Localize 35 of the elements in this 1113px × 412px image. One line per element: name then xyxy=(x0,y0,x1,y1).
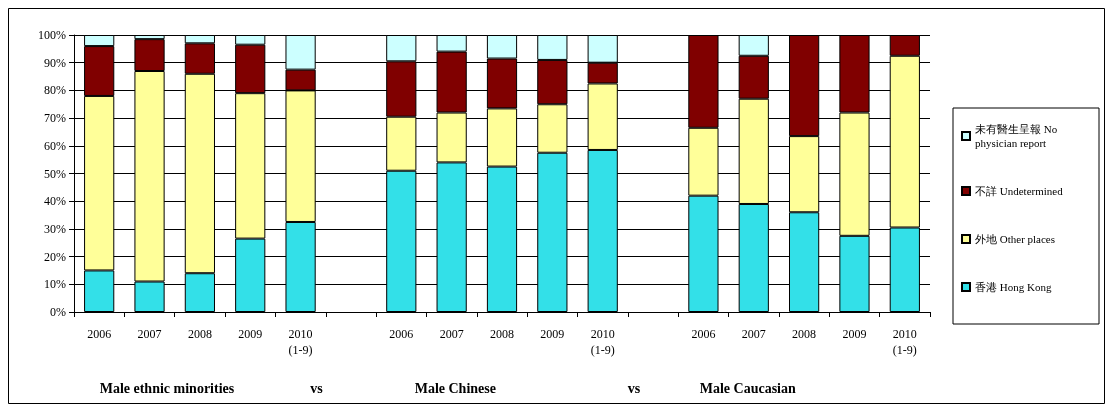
x-tick-label: 2006 xyxy=(389,327,414,341)
x-tick-label: 2006 xyxy=(87,327,112,341)
x-tick-label: 2010 (1-9) xyxy=(288,327,313,357)
x-tick-label: 2010 (1-9) xyxy=(892,327,917,357)
y-tick-label: 0% xyxy=(50,305,66,319)
y-tick-label: 70% xyxy=(44,111,66,126)
x-tick-label: 2009 xyxy=(842,327,867,341)
text: vs xyxy=(310,380,324,396)
text: Male Caucasian xyxy=(699,380,796,396)
legend-label: 外地 Other places xyxy=(975,233,1056,245)
x-tick-label: 2009 xyxy=(238,327,263,341)
y-tick-label: 20% xyxy=(44,249,66,264)
x-tick-label: 2006 xyxy=(691,327,716,341)
y-tick-label: 40% xyxy=(44,194,66,209)
legend-label: 香港 Hong Kong xyxy=(975,281,1052,293)
legend-label: 未有醫生呈報 No physician report xyxy=(975,123,1060,149)
y-tick-label: 30% xyxy=(44,221,66,236)
text: vs xyxy=(627,380,641,396)
x-tick-label: 2007 xyxy=(137,327,162,341)
text: Male ethnic minorities xyxy=(99,380,235,396)
y-tick-label: 100% xyxy=(38,28,66,42)
y-tick-label: 50% xyxy=(44,166,66,181)
x-tick-label: 2008 xyxy=(792,327,817,341)
x-tick-label: 2007 xyxy=(741,327,766,341)
y-tick-label: 10% xyxy=(44,277,66,292)
legend-label: 不詳 Undetermined xyxy=(975,185,1064,197)
x-tick-label: 2007 xyxy=(439,327,464,341)
y-tick-label: 60% xyxy=(44,138,66,153)
y-tick-label: 90% xyxy=(44,55,66,70)
y-tick-label: 80% xyxy=(44,83,66,98)
x-tick-label: 2009 xyxy=(540,327,565,341)
x-tick-label: 2010 (1-9) xyxy=(590,327,615,357)
x-tick-label: 2008 xyxy=(490,327,514,341)
text: Male Chinese xyxy=(414,380,496,396)
x-tick-label: 2008 xyxy=(187,327,212,341)
